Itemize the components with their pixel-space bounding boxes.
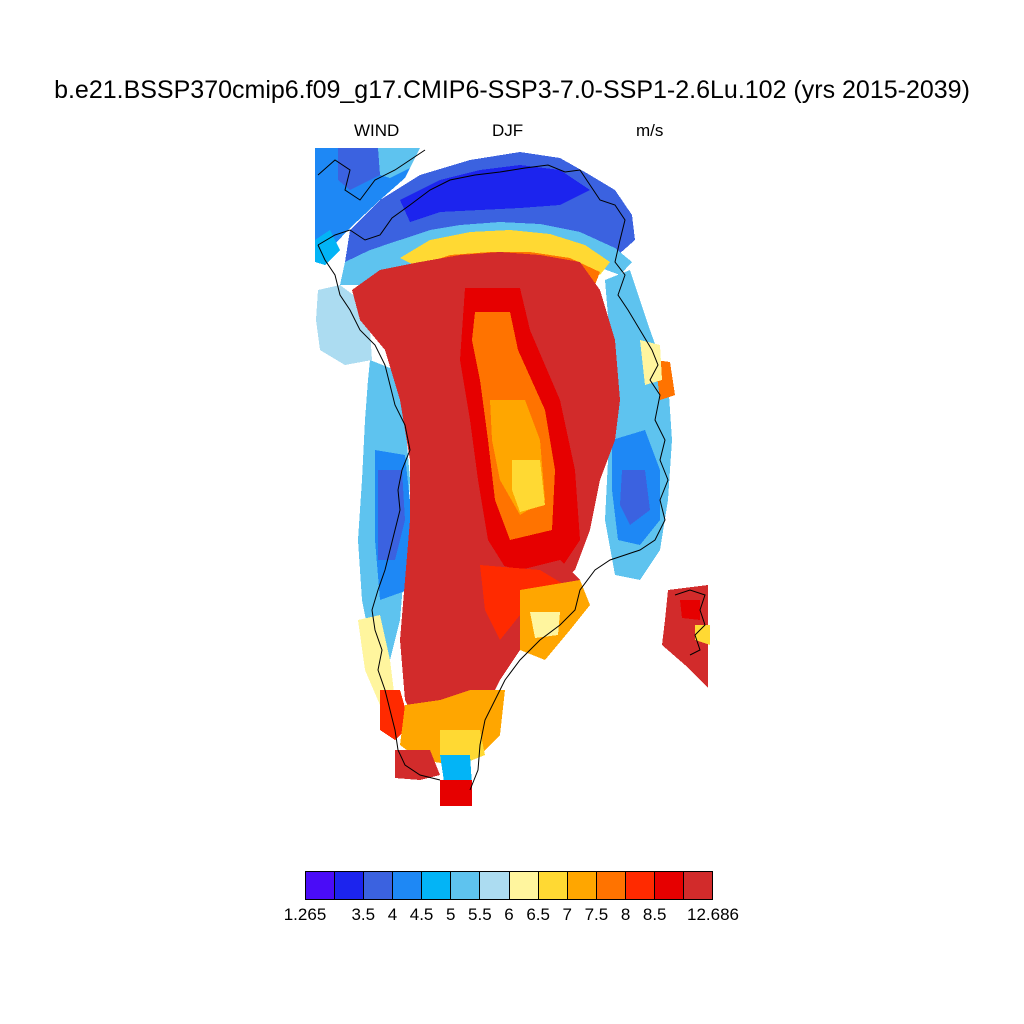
colorbar-swatch (335, 872, 365, 899)
field-nw-edge (315, 230, 340, 265)
plot-title: b.e21.BSSP370cmip6.f09_g17.CMIP6-SSP3-7.… (54, 76, 970, 104)
field-south-tip-red (395, 750, 440, 780)
colorbar-tick-label: 12.686 (687, 905, 739, 924)
field-north-rim-darkblue (400, 165, 590, 222)
colorbar (305, 871, 713, 900)
variable-label: WIND (354, 121, 400, 140)
field-spine-yellow (512, 460, 545, 512)
season-label: DJF (492, 121, 524, 140)
colorbar-tick-label: 7 (562, 905, 573, 924)
colorbar-tick-label: 5 (445, 905, 456, 924)
colorbar-tick-label: 5.5 (468, 905, 492, 924)
coastline (317, 149, 706, 791)
units-label: m/s (636, 121, 664, 140)
colorbar-swatch (596, 872, 626, 899)
field-south-tip-blue (440, 755, 472, 788)
colorbar-swatch (306, 872, 336, 899)
field-iceland-yellow (695, 625, 710, 645)
field-east-coast-dark (620, 470, 650, 525)
colorbar-swatch (422, 872, 452, 899)
field-west-coast-yellow (358, 615, 395, 705)
colorbar-tick-label: 6 (504, 905, 514, 924)
field-south-tip-bottom (440, 780, 472, 806)
colorbar-swatch (538, 872, 568, 899)
colorbar-swatch (654, 872, 685, 899)
colorbar-swatch (393, 872, 423, 899)
field-east-coast-yellow (640, 340, 662, 385)
colorbar-tick-label: 6.5 (526, 905, 550, 924)
field-south-yellow (530, 612, 560, 638)
colorbar-tick-label: 4 (387, 905, 398, 924)
colorbar-tick-label: 3.5 (351, 905, 376, 924)
colorbar-swatch (684, 872, 713, 899)
colorbar-swatch (480, 872, 510, 899)
colorbar-swatch (451, 872, 481, 899)
field-iceland-red (680, 600, 700, 620)
colorbar-labels: 1.265 3.5 4 4.5 5 5.5 6 6.5 7 7.5 8 8.5 12.686 (0, 905, 1024, 929)
colorbar-swatch (364, 872, 394, 899)
wind-field (315, 148, 710, 806)
colorbar-tick-label: 8 (620, 905, 631, 924)
colorbar-swatch (509, 872, 539, 899)
field-nw-dark (338, 148, 380, 190)
colorbar-swatch (625, 872, 655, 899)
colorbar-tick-label: 7.5 (584, 905, 609, 924)
colorbar-tick-label: 8.5 (642, 905, 667, 924)
field-nw-light (378, 148, 420, 178)
colorbar-tick-label: 4.5 (409, 905, 434, 924)
colorbar-swatch (567, 872, 597, 899)
colorbar-tick-label: 1.265 (283, 905, 327, 924)
